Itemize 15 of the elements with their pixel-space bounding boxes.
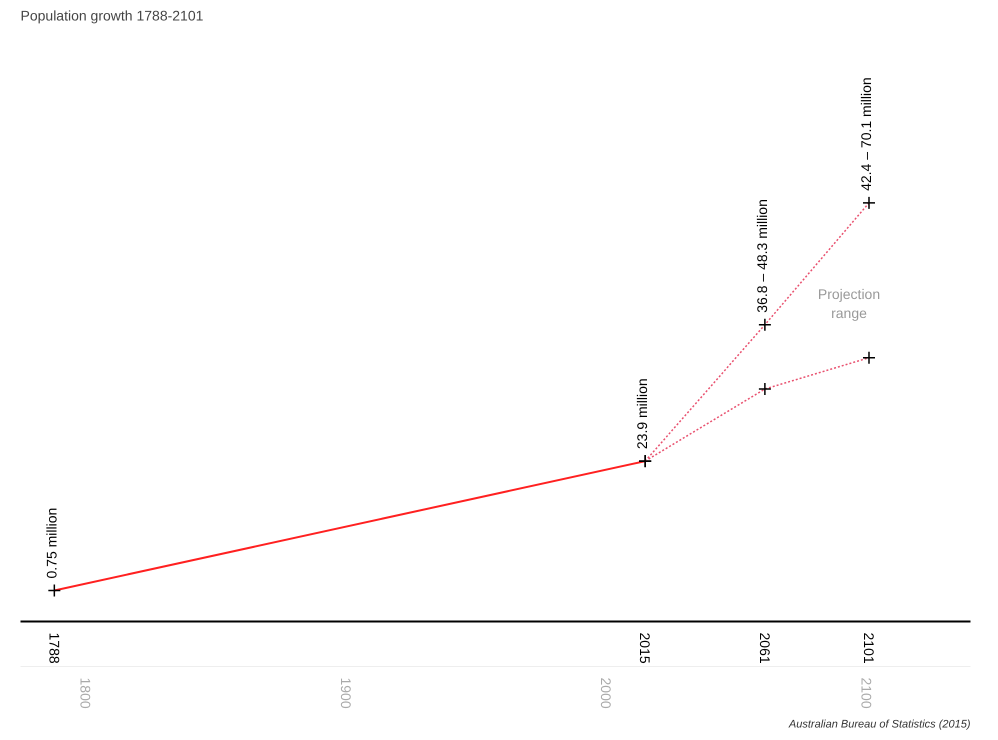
x2-tick-label: 1900 xyxy=(338,678,354,709)
x-tick-label: 2101 xyxy=(860,632,877,664)
x-tick-label: 2015 xyxy=(637,632,654,664)
x2-tick-label: 2100 xyxy=(858,678,874,709)
text: Australian Bureau of Statistics (2015) xyxy=(788,718,971,730)
data-label: 0.75 million xyxy=(43,508,60,578)
x-tick-label: 2061 xyxy=(756,632,773,664)
x-tick-label: 1788 xyxy=(46,632,62,664)
annotation: 36.8 – 48.3 million xyxy=(754,199,770,313)
x2-tick-label: 1800 xyxy=(78,678,94,709)
x2-tick-label: 2000 xyxy=(598,678,614,709)
annotation: Projection range xyxy=(818,286,880,322)
chart-title: Population growth 1788-2101 xyxy=(20,8,204,24)
data-label: 23.9 million xyxy=(634,378,650,450)
annotation: 42.4 – 70.1 million xyxy=(858,77,874,191)
